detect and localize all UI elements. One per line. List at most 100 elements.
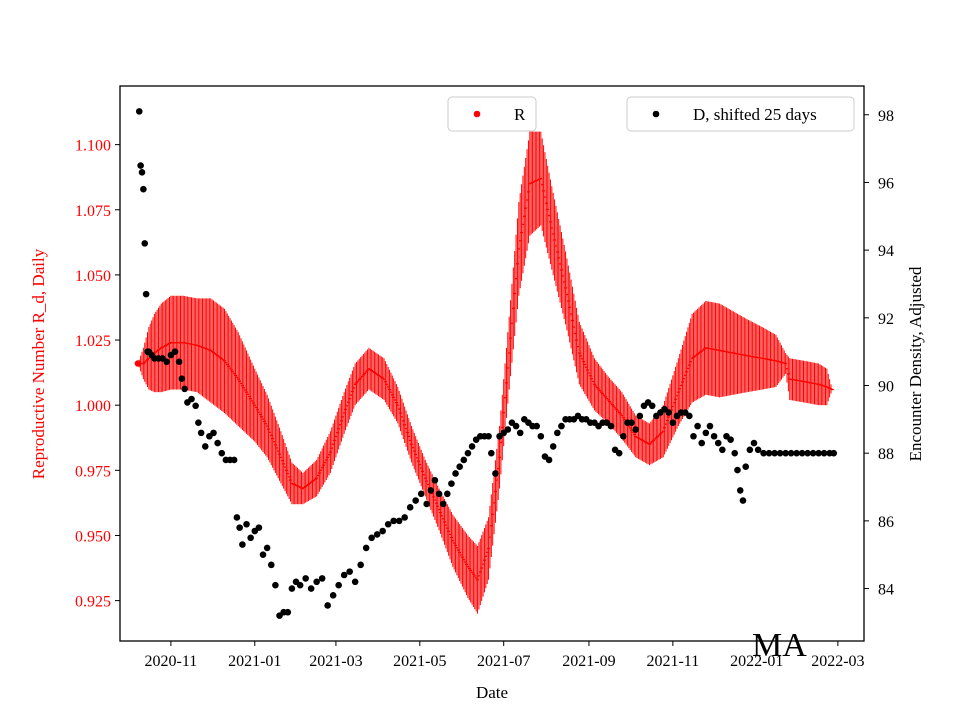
d-point <box>504 426 512 433</box>
d-point <box>760 449 767 457</box>
d-point <box>192 402 199 410</box>
legend-d-frame <box>626 96 855 132</box>
y-left-tick-label: 1.100 <box>75 138 111 155</box>
d-point <box>545 456 553 464</box>
d-point <box>782 449 789 457</box>
d-point <box>296 581 304 589</box>
d-point <box>620 432 627 440</box>
d-point <box>702 429 710 437</box>
d-point <box>706 422 714 430</box>
d-point <box>138 168 146 176</box>
d-point <box>793 449 800 457</box>
d-point <box>554 429 561 437</box>
d-point <box>195 419 202 427</box>
y-right-tick-label: 94 <box>878 243 894 260</box>
x-axis: 2020-11 2021-01 2021-03 2021-05 2021-07 2021-… <box>145 641 865 670</box>
d-point <box>284 608 292 616</box>
plot-frame <box>119 85 865 642</box>
x-tick-label: 2021-07 <box>477 653 530 670</box>
d-point <box>427 487 435 494</box>
y-right-tick-label: 92 <box>878 311 894 328</box>
d-point <box>452 470 459 477</box>
y-left-axis: 0.925 0.950 0.975 1.000 1.025 1.050 1.075 1.100 <box>75 138 120 611</box>
legend-d: D, shifted 25 days <box>626 96 855 132</box>
d-point <box>485 432 492 440</box>
d-point <box>488 449 495 457</box>
r-start-point <box>134 360 142 367</box>
d-point <box>329 592 337 599</box>
d-point <box>163 358 171 366</box>
d-point <box>135 108 143 115</box>
y-left-tick-label: 1.075 <box>75 203 111 220</box>
d-point <box>492 470 499 477</box>
d-point <box>140 185 147 193</box>
x-axis-label: Date <box>476 683 508 702</box>
d-point <box>456 463 463 471</box>
r-series <box>134 131 834 614</box>
d-point <box>412 497 419 504</box>
d-point <box>288 585 296 592</box>
d-point <box>181 385 188 393</box>
d-point <box>537 432 545 440</box>
y-right-axis-label: Encounter Density, Adjusted <box>906 266 925 461</box>
d-point <box>255 524 263 531</box>
y-right-tick-label: 86 <box>878 514 894 531</box>
d-point <box>171 348 179 355</box>
y-left-tick-label: 0.950 <box>75 528 111 545</box>
y-left-tick-label: 1.025 <box>75 333 111 350</box>
d-point <box>351 578 359 586</box>
d-point <box>798 449 806 457</box>
d-point <box>512 422 520 430</box>
d-point <box>390 517 397 525</box>
d-point <box>731 449 739 457</box>
d-point <box>142 290 150 298</box>
d-point <box>379 527 386 535</box>
x-tick-label: 2021-03 <box>309 653 362 670</box>
d-point <box>734 466 741 474</box>
d-point <box>243 520 250 528</box>
d-point <box>313 578 320 586</box>
x-tick-label: 2021-05 <box>393 653 446 670</box>
d-point <box>210 429 217 437</box>
d-point <box>178 375 186 383</box>
d-point <box>615 449 623 457</box>
d-point <box>346 568 353 575</box>
d-point <box>384 520 392 528</box>
d-point <box>201 443 209 450</box>
legend-r-label: R <box>514 105 526 124</box>
legend-r-frame <box>447 96 537 132</box>
d-point <box>830 449 838 457</box>
d-point <box>804 449 811 457</box>
d-point <box>719 446 726 454</box>
d-point <box>267 561 275 569</box>
d-series <box>135 108 838 619</box>
x-tick-label: 2022-03 <box>811 653 864 670</box>
d-point <box>694 422 701 430</box>
d-point <box>665 409 673 416</box>
d-point <box>710 432 718 440</box>
d-point <box>533 422 540 430</box>
d-point <box>628 419 635 427</box>
d-point <box>750 439 758 447</box>
d-point <box>736 487 744 494</box>
d-point <box>636 412 644 420</box>
y-right-tick-label: 98 <box>878 108 894 125</box>
y-right-tick-label: 90 <box>878 378 894 395</box>
d-point <box>444 490 451 498</box>
d-point <box>727 436 734 443</box>
d-point <box>742 463 750 471</box>
legend-d-marker <box>652 110 660 118</box>
d-point <box>197 429 205 437</box>
d-point <box>771 449 778 457</box>
x-tick-label: 2021-09 <box>562 653 615 670</box>
d-point <box>549 443 557 450</box>
d-point <box>746 446 754 454</box>
d-point <box>690 432 697 440</box>
d-point <box>368 534 375 542</box>
d-point <box>401 514 408 521</box>
d-point <box>815 449 822 457</box>
legend-r: R <box>447 96 537 132</box>
d-point <box>423 500 430 508</box>
